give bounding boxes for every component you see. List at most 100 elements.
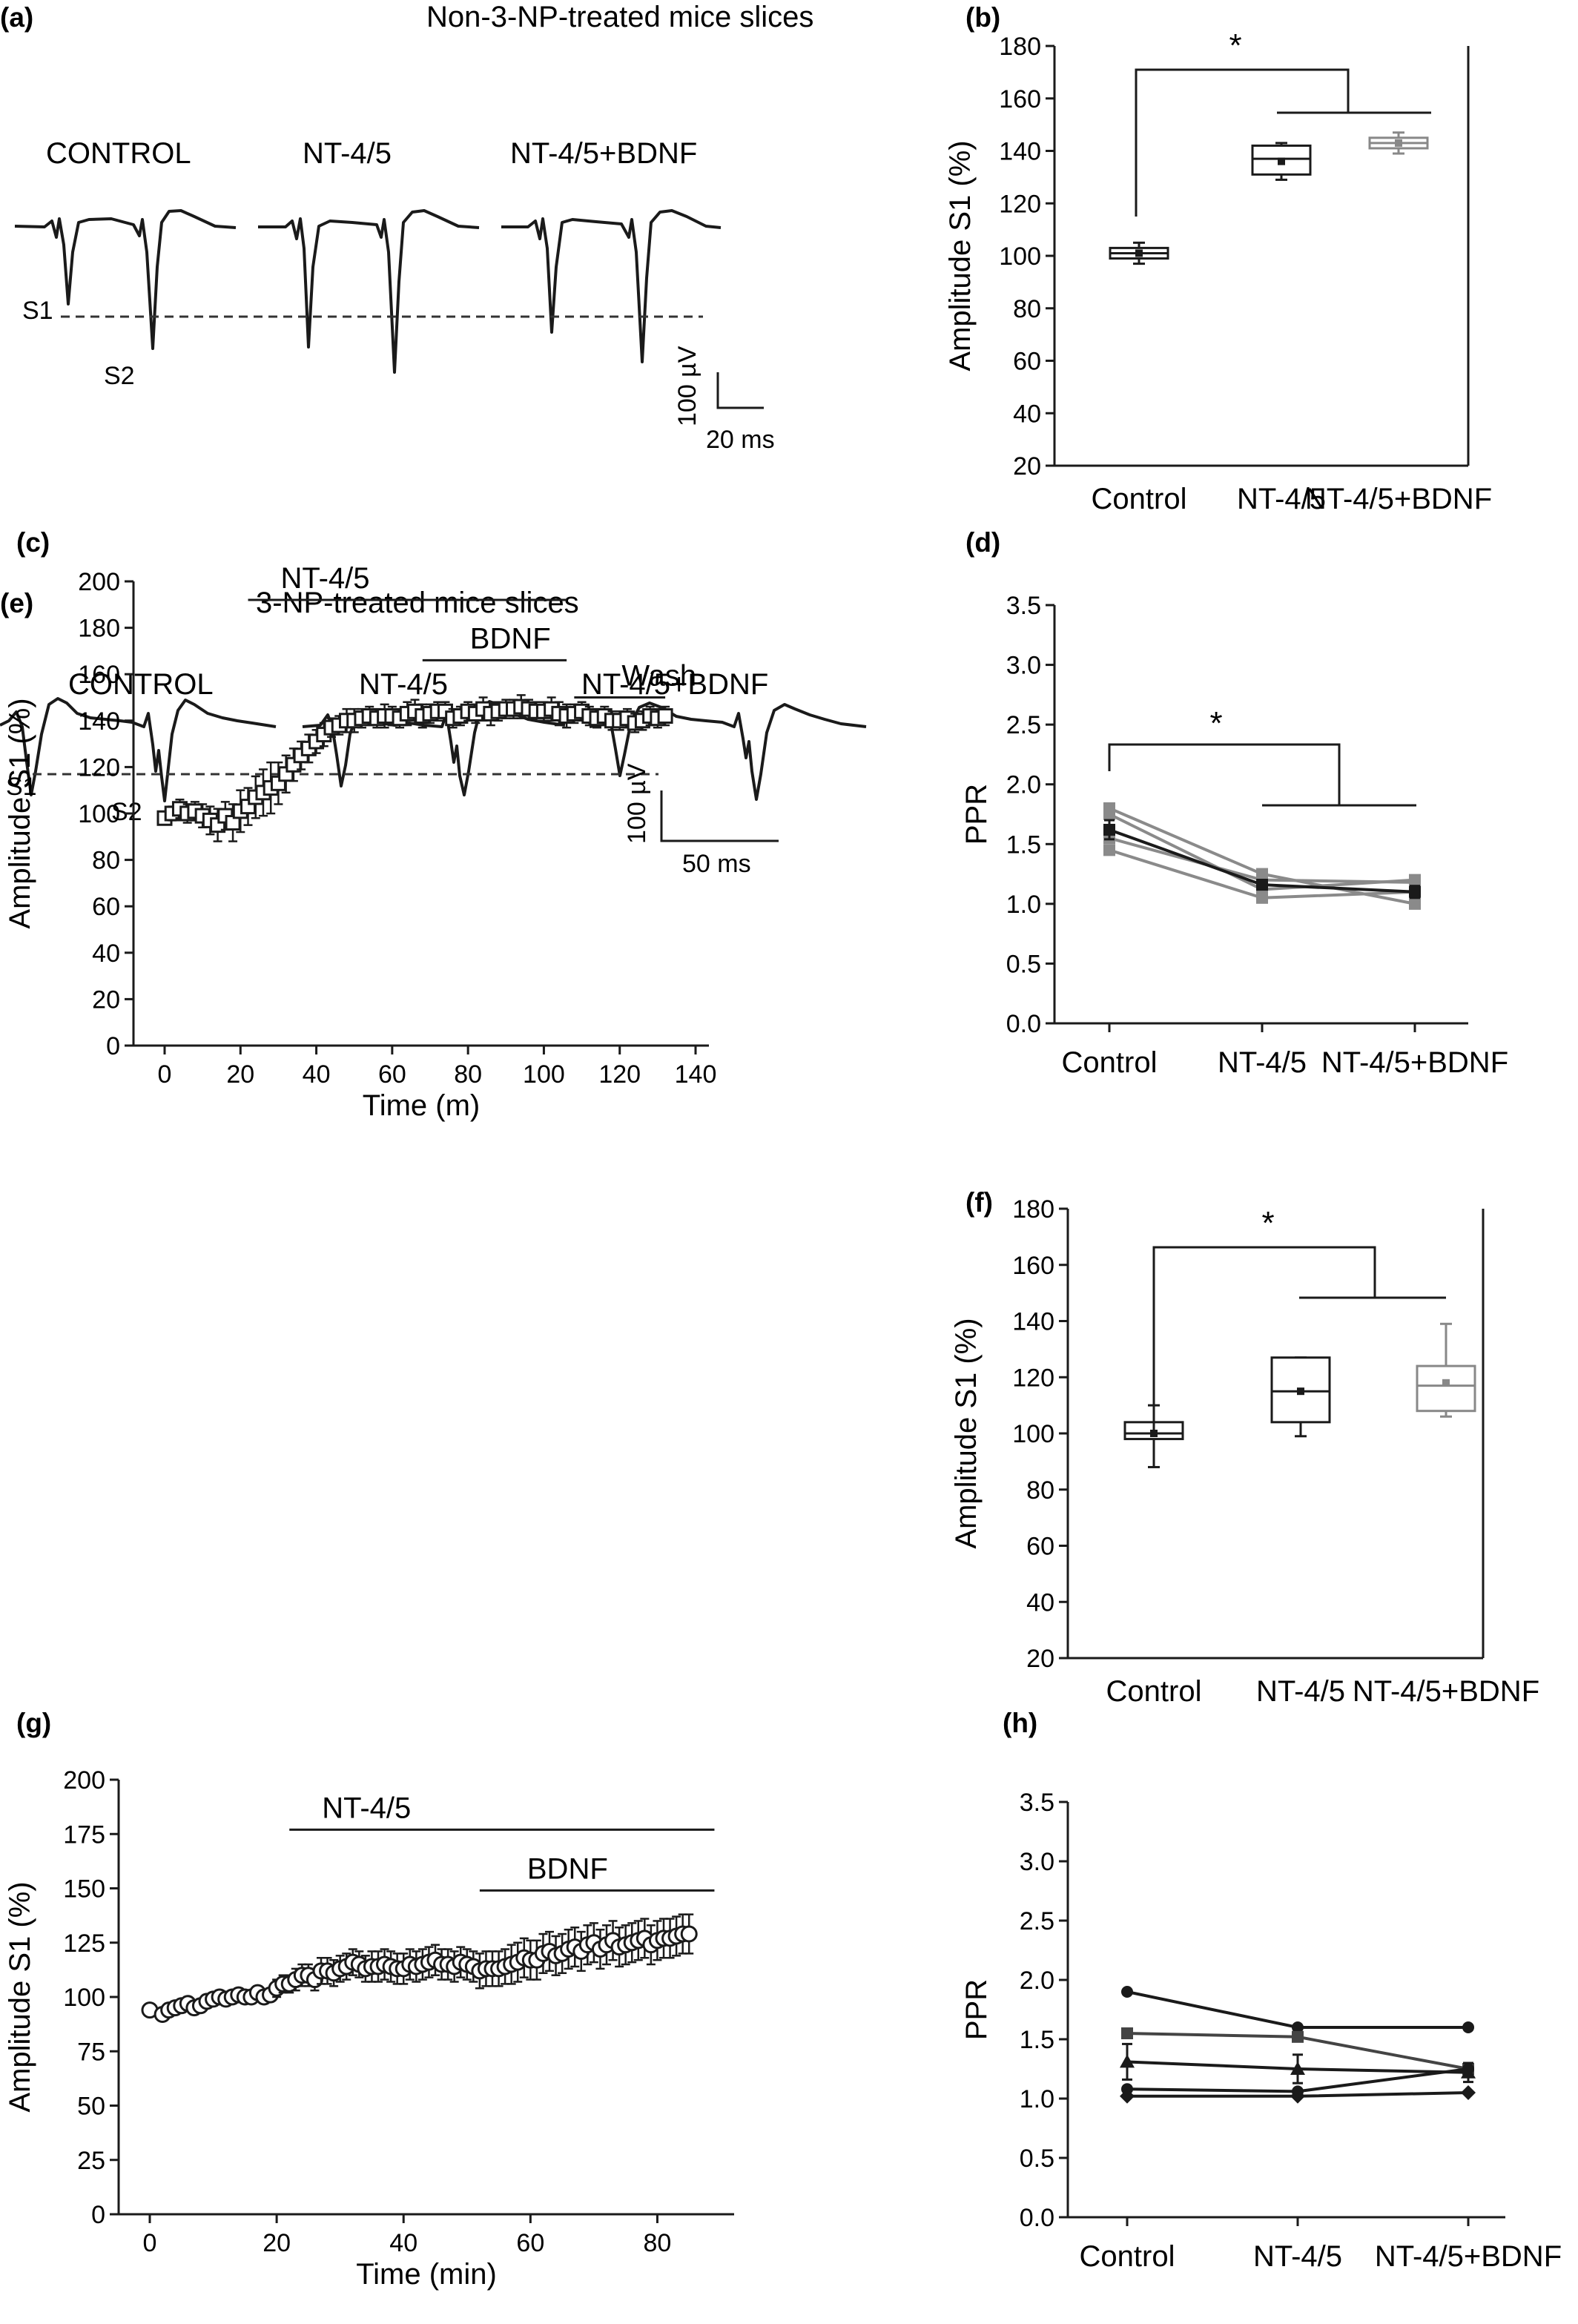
data-point <box>657 708 673 724</box>
y-tick-label: 2.0 <box>1006 771 1041 799</box>
x-category-label: Control <box>1092 483 1187 515</box>
y-tick-label: 3.5 <box>1020 1789 1054 1817</box>
box <box>1416 1364 1476 1413</box>
panel-a-condition-control: CONTROL <box>46 137 191 170</box>
y-tick-label: 1.0 <box>1020 2085 1054 2113</box>
chart-g: (g) 0 25 50 75 100 125 150 175 200 0 20 40 60 80 Time (… <box>4 1708 734 2291</box>
box-mean-marker <box>1395 139 1402 147</box>
significance-star: * <box>1209 705 1222 742</box>
y-tick-label: 160 <box>78 661 120 689</box>
y-tick-label: 100 <box>63 1984 105 2012</box>
data-point <box>1103 808 1115 820</box>
panel-label: (h) <box>1003 1708 1037 1738</box>
trace-e-nt45-bdnf <box>589 702 867 801</box>
chart-f: (f) 20 40 60 80 100 120 140 160 180 Amplitude S1 (… <box>950 1187 1539 1708</box>
panel-a-condition-nt45: NT-4/5 <box>303 137 392 170</box>
y-tick-label: 180 <box>1012 1195 1054 1224</box>
treatment-label: NT-4/5 <box>281 562 370 595</box>
treatment-label: NT-4/5 <box>322 1792 411 1824</box>
box-mean-marker <box>1150 1430 1158 1437</box>
y-tick-label: 20 <box>1013 452 1041 481</box>
y-tick-label: 80 <box>1026 1476 1054 1505</box>
y-tick-label: 80 <box>92 847 120 875</box>
y-tick-label: 80 <box>1013 295 1041 323</box>
y-tick-label: 25 <box>77 2147 105 2175</box>
x-tick-label: 20 <box>226 1060 254 1089</box>
y-axis-title: PPR <box>960 784 993 845</box>
y-axis-title: Amplitude S1 (%) <box>4 1881 36 2112</box>
y-tick-label: 1.5 <box>1006 831 1041 859</box>
data-point <box>1461 2085 1476 2100</box>
y-tick-label: 140 <box>999 138 1041 166</box>
y-tick-label: 75 <box>77 2038 105 2066</box>
panel-a-scale-time: 20 ms <box>706 426 775 454</box>
x-axis-title: Time (min) <box>356 2258 497 2291</box>
panel-e-condition-control: CONTROL <box>68 668 214 701</box>
trace-e-control <box>0 697 277 802</box>
y-tick-label: 0 <box>91 2201 105 2229</box>
x-tick-label: 0 <box>158 1060 172 1089</box>
x-category-label: NT-4/5 <box>1256 1675 1345 1708</box>
y-tick-label: 0 <box>106 1032 120 1060</box>
box-mean-marker <box>1297 1387 1304 1396</box>
data-point <box>1121 2027 1133 2039</box>
data-point <box>1409 885 1421 898</box>
panel-e: (e) 3-NP-treated mice slices CONTROL NT-… <box>0 587 867 878</box>
y-tick-label: 160 <box>1012 1252 1054 1280</box>
y-tick-label: 120 <box>78 753 120 782</box>
y-tick-label: 60 <box>1013 348 1041 376</box>
data-point <box>1121 1986 1133 1998</box>
treatment-label: BDNF <box>470 622 551 655</box>
x-tick-label: 120 <box>598 1060 641 1089</box>
significance-star: * <box>1261 1205 1274 1241</box>
panel-a-s1-label: S1 <box>22 297 53 325</box>
y-tick-label: 0.0 <box>1006 1010 1041 1038</box>
trace-a-control <box>14 209 237 350</box>
y-tick-label: 20 <box>92 986 120 1014</box>
y-tick-label: 3.0 <box>1020 1848 1054 1876</box>
y-tick-label: 120 <box>1012 1364 1054 1392</box>
y-tick-label: 3.0 <box>1006 652 1041 680</box>
panel-a-title: Non-3-NP-treated mice slices <box>426 1 813 33</box>
y-tick-label: 40 <box>1013 400 1041 428</box>
treatment-label: Wash <box>621 660 696 693</box>
y-tick-label: 1.0 <box>1006 891 1041 919</box>
y-axis-title: Amplitude S1 (%) <box>4 698 36 928</box>
trace-a-nt45 <box>258 209 480 374</box>
y-tick-label: 200 <box>63 1766 105 1795</box>
significance-bracket <box>1135 68 1350 217</box>
chart-c: (c) 0 20 40 60 80 100 120 140 160 180 200 0 20 40 60 80 1… <box>4 527 716 1122</box>
panel-a-scale-voltage: 100 µV <box>673 346 701 426</box>
x-category-label: NT-4/5 <box>1237 483 1326 515</box>
y-tick-label: 50 <box>77 2093 105 2121</box>
panel-label: (c) <box>16 527 50 558</box>
y-tick-label: 180 <box>78 615 120 643</box>
y-tick-label: 0.5 <box>1020 2145 1054 2173</box>
data-point <box>1290 2088 1305 2104</box>
panel-e-title: 3-NP-treated mice slices <box>256 587 579 619</box>
panel-a-s2-label: S2 <box>104 362 135 390</box>
panel-e-label: (e) <box>0 588 33 618</box>
data-point <box>1462 2021 1474 2033</box>
x-category-label: NT-4/5 <box>1218 1046 1307 1079</box>
x-tick-label: 60 <box>516 2229 544 2257</box>
data-point <box>1409 897 1421 910</box>
panel-label: (f) <box>965 1187 993 1218</box>
y-tick-label: 120 <box>999 190 1041 218</box>
panel-e-scale-voltage: 100 µV <box>623 763 651 844</box>
y-tick-label: 3.5 <box>1006 592 1041 620</box>
y-tick-label: 100 <box>1012 1420 1054 1448</box>
panel-e-condition-nt45-bdnf: NT-4/5+BDNF <box>581 668 768 701</box>
y-tick-label: 2.5 <box>1020 1907 1054 1935</box>
data-point <box>1120 2088 1135 2104</box>
x-category-label: NT-4/5+BDNF <box>1305 483 1492 515</box>
panel-a-scale-bar <box>716 372 764 409</box>
data-point <box>1256 891 1268 904</box>
panel-e-scale-time: 50 ms <box>682 850 751 878</box>
data-point <box>1292 2021 1304 2033</box>
trace-a-nt45-bdnf <box>501 209 722 363</box>
x-category-label: Control <box>1106 1675 1202 1708</box>
panel-e-s1-label: S1 <box>6 773 37 801</box>
data-point <box>1461 2064 1476 2079</box>
